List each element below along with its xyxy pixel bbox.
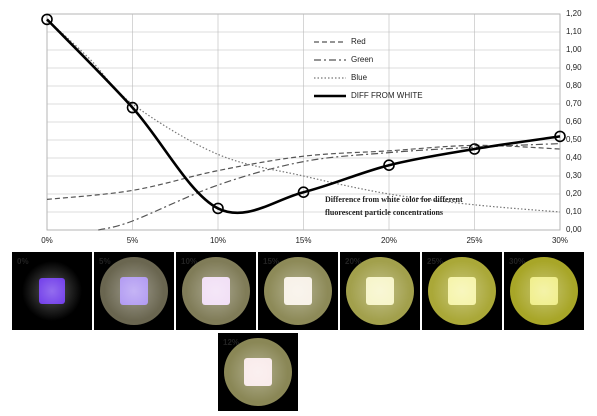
swatch-glow: [186, 261, 246, 321]
x-tick-label: 20%: [381, 236, 397, 245]
legend-label: Blue: [351, 73, 368, 82]
y-tick-label: 0,30: [566, 171, 582, 180]
swatch-label: 0%: [17, 257, 29, 266]
series-line: [98, 143, 561, 231]
swatch-label: 30%: [509, 257, 525, 266]
x-tick-label: 25%: [466, 236, 482, 245]
y-tick-label: 0,00: [566, 225, 582, 234]
y-tick-label: 1,00: [566, 45, 582, 54]
swatch-glow: [22, 261, 82, 321]
swatch-label: 25%: [427, 257, 443, 266]
legend-label: DIFF FROM WHITE: [351, 91, 423, 100]
series-line: [46, 18, 561, 215]
data-point: [297, 186, 310, 198]
x-tick-label: 0%: [41, 236, 53, 245]
y-tick-label: 0,60: [566, 117, 582, 126]
swatch-glow: [514, 261, 574, 321]
y-tick-label: 1,10: [566, 27, 582, 36]
data-point: [468, 143, 481, 155]
x-tick-label: 10%: [210, 236, 226, 245]
series-line: [46, 144, 561, 200]
x-tick-label: 5%: [127, 236, 139, 245]
data-point: [554, 130, 566, 143]
data-point: [126, 101, 139, 114]
swatch-label: 15%: [263, 257, 279, 266]
data-point: [212, 202, 224, 215]
y-tick-label: 0,80: [566, 81, 582, 90]
swatch-glow: [228, 342, 288, 402]
annotation: fluorescent particle concentrations: [325, 208, 443, 217]
swatch-label: 10%: [181, 257, 197, 266]
y-tick-label: 1,20: [566, 9, 582, 18]
y-tick-label: 0,20: [566, 189, 582, 198]
data-point: [41, 13, 53, 26]
y-tick-label: 0,90: [566, 63, 582, 72]
legend-label: Red: [351, 37, 366, 46]
x-tick-label: 15%: [295, 236, 311, 245]
swatch-label: 5%: [99, 257, 111, 266]
x-tick-label: 30%: [552, 236, 568, 245]
legend-label: Green: [351, 55, 373, 64]
swatch-label: 20%: [345, 257, 361, 266]
swatch-glow: [432, 261, 492, 321]
y-tick-label: 0,70: [566, 99, 582, 108]
swatch-glow: [104, 261, 164, 321]
swatch-glow: [350, 261, 410, 321]
annotation: Difference from white color for differen…: [325, 195, 463, 204]
swatch-glow: [268, 261, 328, 321]
data-point: [383, 159, 395, 171]
y-tick-label: 0,50: [566, 135, 582, 144]
y-tick-label: 0,10: [566, 207, 582, 216]
y-tick-label: 0,40: [566, 153, 582, 162]
swatch-label: 12%: [223, 338, 239, 347]
